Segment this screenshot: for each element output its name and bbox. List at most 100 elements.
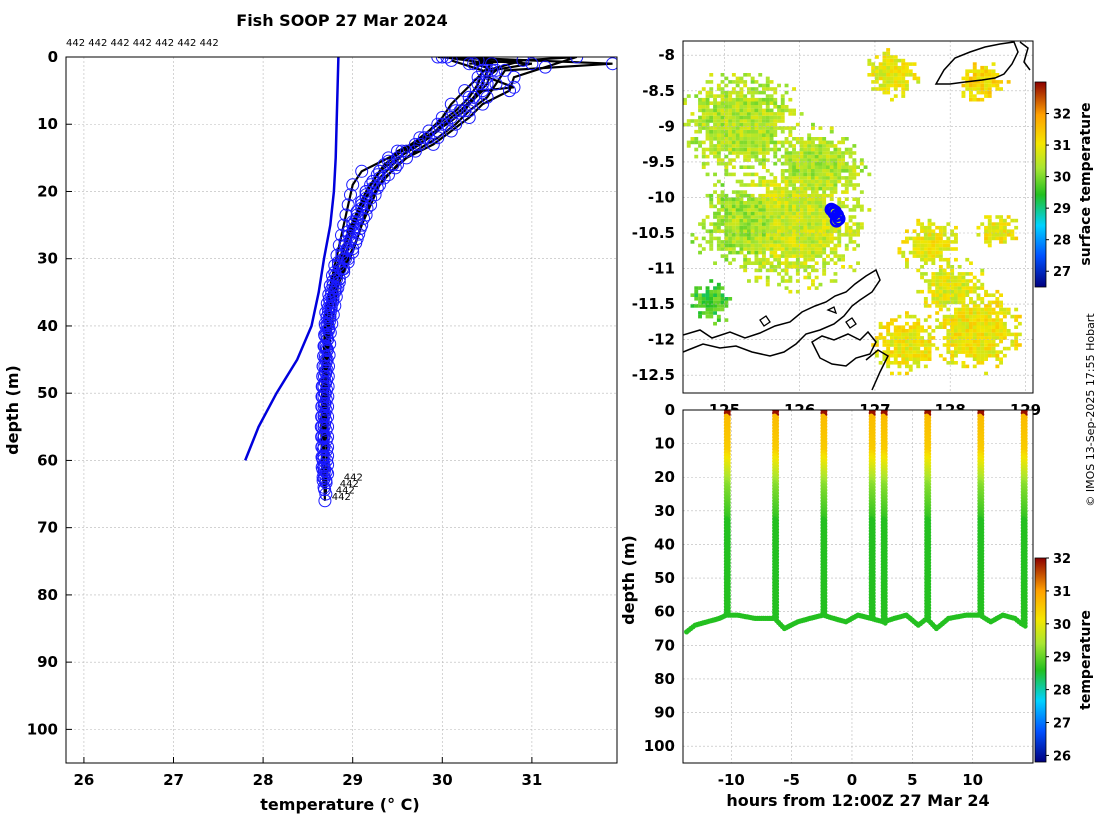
sst-pixel xyxy=(735,154,740,159)
sst-pixel xyxy=(976,83,981,88)
sst-pixel xyxy=(698,122,702,127)
sst-pixel xyxy=(931,336,936,340)
sst-pixel xyxy=(769,183,774,187)
sst-pixel xyxy=(882,73,887,77)
sst-pixel xyxy=(803,204,808,209)
sst-pixel xyxy=(731,87,736,91)
sst-pixel xyxy=(999,311,1003,315)
sst-pixel xyxy=(780,140,785,145)
sst-pixel xyxy=(728,147,733,152)
sst-pixel xyxy=(731,122,736,127)
sst-pixel xyxy=(792,240,796,244)
sst-pixel xyxy=(754,144,759,148)
sst-pixel xyxy=(837,254,842,258)
sst-pixel xyxy=(769,179,774,184)
sst-pixel xyxy=(916,325,921,329)
sst-pixel xyxy=(777,225,781,230)
sst-pixel xyxy=(762,165,766,169)
sst-pixel xyxy=(927,332,932,337)
sst-pixel xyxy=(811,250,815,255)
sst-pixel xyxy=(705,129,710,134)
sst-pixel xyxy=(807,158,812,162)
sst-pixel xyxy=(784,225,789,230)
sst-pixel xyxy=(837,240,842,244)
sst-pixel xyxy=(713,119,717,123)
sst-pixel xyxy=(957,329,962,333)
sst-pixel xyxy=(844,222,849,226)
sst-pixel xyxy=(765,97,770,102)
sst-pixel xyxy=(1010,339,1015,344)
sst-pixel xyxy=(735,90,740,95)
sst-pixel xyxy=(920,229,924,233)
sst-pixel xyxy=(709,314,714,319)
profile-marker xyxy=(331,258,345,272)
sst-pixel xyxy=(923,236,928,241)
sst-pixel xyxy=(852,247,857,251)
sst-pixel xyxy=(799,201,804,205)
sst-pixel xyxy=(754,240,759,244)
sst-pixel xyxy=(709,115,714,120)
sst-pixel xyxy=(758,243,763,248)
sst-pixel xyxy=(837,233,842,237)
sst-pixel xyxy=(969,329,973,333)
sst-pixel xyxy=(859,222,864,226)
sst-pixel xyxy=(792,229,796,233)
sst-pixel xyxy=(1010,332,1015,337)
sst-pixel xyxy=(923,353,928,358)
sst-pixel xyxy=(777,233,781,237)
sst-pixel xyxy=(716,314,721,319)
sst-pixel xyxy=(803,240,808,244)
sst-pixel xyxy=(758,129,763,134)
sst-pixel xyxy=(991,353,996,358)
sst-pixel xyxy=(938,275,943,280)
sst-pixel xyxy=(980,318,985,322)
sst-pixel xyxy=(969,307,973,312)
sst-pixel xyxy=(811,222,815,226)
sst-pixel xyxy=(747,215,751,219)
sst-pixel xyxy=(991,318,996,322)
sst-pixel xyxy=(999,233,1003,237)
sst-pixel xyxy=(965,69,970,73)
sst-pixel xyxy=(818,176,823,180)
sst-pixel xyxy=(799,229,804,233)
sst-pixel xyxy=(957,318,962,322)
sst-pixel xyxy=(747,158,751,162)
sst-pixel xyxy=(920,222,924,226)
sst-pixel xyxy=(833,169,838,173)
sst-pixel xyxy=(769,147,774,152)
sst-pixel xyxy=(765,240,770,244)
sst-pixel xyxy=(795,208,800,212)
sst-pixel xyxy=(724,297,729,301)
sst-pixel xyxy=(811,218,815,223)
sst-pixel xyxy=(788,218,793,223)
sst-pixel xyxy=(731,105,736,109)
sst-pixel xyxy=(758,133,763,137)
sst-pixel xyxy=(731,80,736,84)
sst-pixel xyxy=(984,94,988,98)
sst-pixel xyxy=(1002,329,1007,333)
sst-pixel xyxy=(818,250,823,255)
profile-marker xyxy=(440,117,454,131)
sst-pixel xyxy=(950,297,955,301)
sst-pixel xyxy=(807,275,812,280)
sst-pixel xyxy=(743,243,748,248)
sst-pixel xyxy=(758,218,763,223)
sst-pixel xyxy=(942,321,947,326)
sst-pixel xyxy=(938,289,943,294)
profile-marker xyxy=(408,137,422,151)
sst-pixel xyxy=(788,144,793,148)
sst-pixel xyxy=(837,225,842,230)
sst-pixel xyxy=(995,80,1000,84)
sst-pixel xyxy=(720,122,725,127)
sst-pixel xyxy=(750,122,755,127)
sst-pixel xyxy=(991,329,996,333)
sst-pixel xyxy=(754,119,759,123)
section-y-tick-label: 90 xyxy=(654,704,675,722)
sst-pixel xyxy=(701,247,706,251)
sst-pixel xyxy=(784,186,789,191)
profile-marker xyxy=(366,174,380,188)
sst-pixel xyxy=(720,87,725,91)
sst-pixel xyxy=(999,240,1003,244)
cast-dot xyxy=(870,614,876,620)
